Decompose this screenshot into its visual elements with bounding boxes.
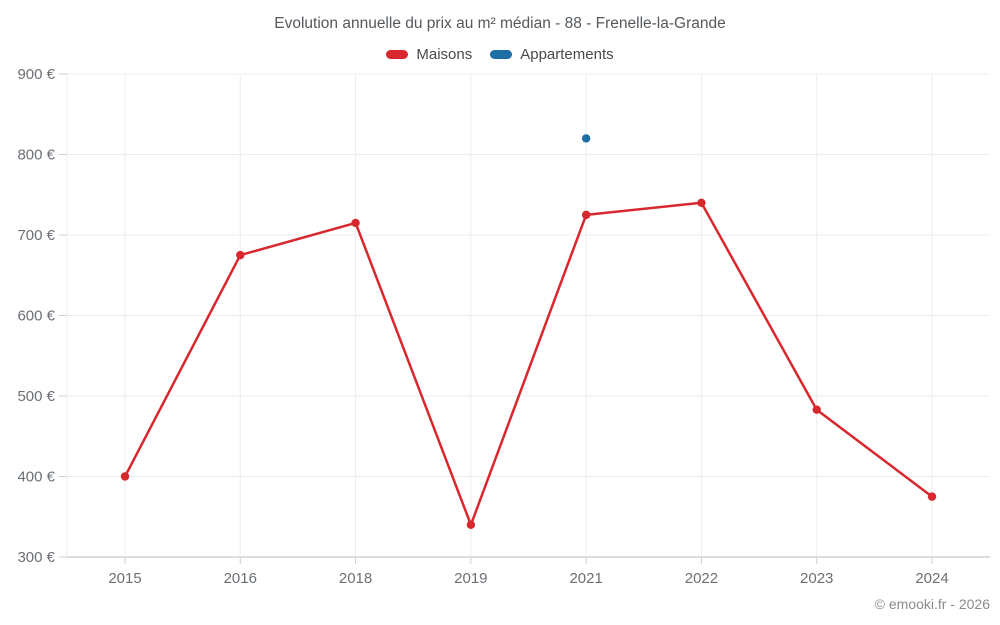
y-axis-label: 500 € xyxy=(17,388,55,405)
data-point-maisons[interactable] xyxy=(236,250,245,260)
y-axis-label: 600 € xyxy=(17,308,55,325)
data-point-appartements[interactable] xyxy=(581,134,591,143)
y-axis-label: 800 € xyxy=(17,147,55,164)
chart-title: Evolution annuelle du prix au m² médian … xyxy=(274,15,726,32)
data-point-maisons[interactable] xyxy=(697,198,706,207)
y-axis-label: 300 € xyxy=(17,549,55,566)
y-axis-label: 400 € xyxy=(17,469,55,486)
data-point-maisons[interactable] xyxy=(581,210,591,220)
legend-swatch-appartements-icon xyxy=(490,50,513,59)
copyright-text: © emooki.fr - 2026 xyxy=(874,596,990,612)
y-axis-label: 900 € xyxy=(17,66,55,83)
data-point-maisons[interactable] xyxy=(120,472,130,481)
legend-item-maisons[interactable]: Maisons xyxy=(386,46,472,63)
x-axis-label: 2024 xyxy=(915,570,948,587)
chart-legend: Maisons Appartements xyxy=(0,46,1000,63)
series-line-maisons xyxy=(123,201,934,527)
x-axis-label: 2015 xyxy=(108,570,141,587)
x-axis-label: 2016 xyxy=(224,570,257,587)
x-axis-label: 2021 xyxy=(569,570,602,587)
x-axis-label: 2018 xyxy=(339,570,372,587)
x-axis-label: 2022 xyxy=(685,570,718,587)
x-axis-label: 2023 xyxy=(800,570,833,587)
legend-swatch-maisons-icon xyxy=(386,50,409,59)
data-point-maisons[interactable] xyxy=(351,218,360,228)
legend-label-appartements: Appartements xyxy=(520,46,614,63)
data-point-maisons[interactable] xyxy=(927,492,937,501)
data-point-maisons[interactable] xyxy=(466,520,476,529)
legend-item-appartements[interactable]: Appartements xyxy=(490,46,614,63)
x-axis-label: 2019 xyxy=(454,570,487,587)
data-point-maisons[interactable] xyxy=(812,405,821,414)
y-axis-label: 700 € xyxy=(17,227,55,244)
legend-label-maisons: Maisons xyxy=(416,46,473,63)
